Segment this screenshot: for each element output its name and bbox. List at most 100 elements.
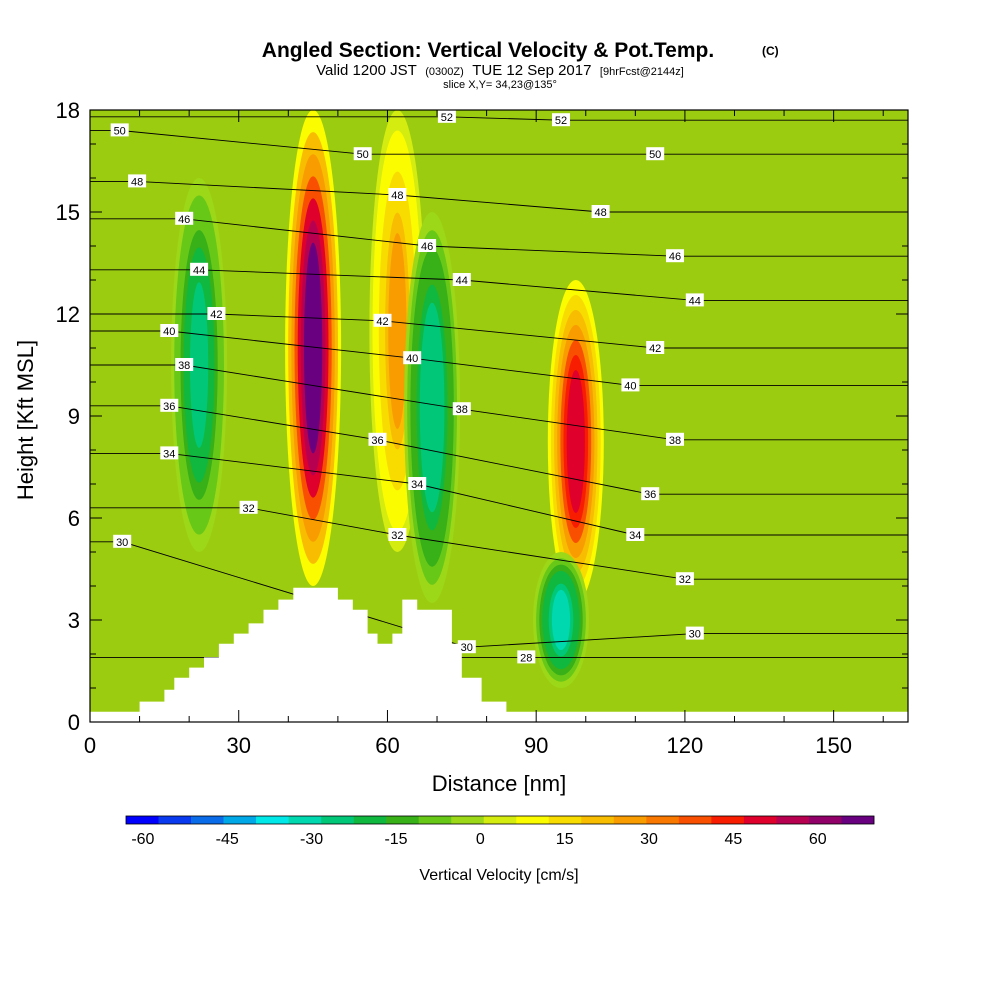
- contour-label: 50: [353, 147, 372, 161]
- svg-text:50: 50: [114, 125, 126, 137]
- contour-label: 30: [113, 534, 132, 549]
- contour-label: 34: [160, 446, 179, 460]
- contour-label: 42: [646, 341, 665, 355]
- colorbar-swatch: [126, 816, 159, 824]
- colorbar-swatch: [548, 816, 582, 824]
- y-tick-label: 12: [56, 302, 80, 327]
- contour-label: 42: [207, 307, 226, 321]
- y-axis-label: Height [Kft MSL]: [13, 340, 38, 500]
- contour-labels: 50 48 46 44 42 40 38 36 34 32 30 52 52 50 48 46 44 42 40 38…: [110, 110, 704, 664]
- x-tick-label: 90: [524, 733, 548, 758]
- contour-label: 38: [175, 358, 194, 372]
- y-tick-label: 18: [56, 98, 80, 123]
- chart-slice-info: slice X,Y= 34,23@135°: [443, 79, 557, 91]
- svg-text:48: 48: [131, 176, 143, 188]
- velocity-band: [190, 282, 209, 448]
- y-tick-label: 15: [56, 200, 80, 225]
- svg-text:30: 30: [116, 537, 128, 549]
- svg-text:36: 36: [163, 401, 175, 413]
- colorbar-swatch: [743, 816, 777, 824]
- contour-label: 40: [160, 324, 179, 338]
- contour-label: 52: [437, 110, 456, 124]
- svg-text:32: 32: [391, 530, 403, 542]
- x-tick-label: 60: [375, 733, 399, 758]
- svg-text:42: 42: [210, 309, 222, 321]
- subtitle-forecast: [9hrFcst@2144z]: [600, 66, 684, 78]
- updraft-0: [285, 110, 342, 586]
- contour-label: 32: [239, 500, 258, 515]
- svg-text:48: 48: [594, 207, 606, 219]
- svg-text:42: 42: [376, 316, 388, 328]
- contour-label: 36: [368, 432, 387, 447]
- contour-label: 32: [388, 528, 407, 542]
- svg-text:48: 48: [391, 190, 403, 202]
- contour-label: 52: [552, 113, 570, 127]
- downdraft-5: [533, 552, 589, 688]
- colorbar-swatch: [841, 816, 875, 824]
- contour-label: 48: [128, 174, 147, 188]
- contour-label: 34: [626, 528, 645, 542]
- x-tick-label: 120: [667, 733, 704, 758]
- colorbar-swatch: [678, 816, 712, 824]
- contour-label: 36: [641, 487, 660, 501]
- svg-text:50: 50: [649, 149, 661, 161]
- theta-contour: [90, 116, 908, 121]
- svg-text:40: 40: [406, 353, 418, 365]
- chart-title: Angled Section: Vertical Velocity & Pot.…: [262, 39, 714, 62]
- svg-text:50: 50: [357, 149, 369, 161]
- contour-label: 32: [675, 572, 694, 586]
- chart-title-units: (C): [762, 44, 779, 58]
- colorbar-swatch: [386, 816, 419, 824]
- svg-text:36: 36: [644, 489, 656, 501]
- colorbar-label: Vertical Velocity [cm/s]: [419, 867, 578, 884]
- svg-text:40: 40: [163, 326, 175, 338]
- velocity-band: [388, 233, 407, 429]
- velocity-band: [304, 242, 323, 454]
- contour-label: 38: [452, 402, 471, 416]
- contour-label: 44: [452, 273, 471, 287]
- svg-text:36: 36: [371, 435, 383, 447]
- colorbar-swatch: [581, 816, 615, 824]
- contour-label: 50: [646, 147, 665, 161]
- subtitle-date: TUE 12 Sep 2017: [472, 62, 591, 79]
- contour-label: 38: [666, 432, 684, 447]
- colorbar-tick-label: -60: [131, 831, 154, 848]
- colorbar-tick-label: 45: [725, 831, 743, 848]
- contour-label: 30: [457, 640, 476, 654]
- subtitle-valid: Valid 1200 JST: [316, 62, 417, 79]
- colorbar-tick-label: 60: [809, 831, 827, 848]
- contour-label: 44: [685, 293, 704, 307]
- colorbar-swatch: [711, 816, 745, 824]
- terrain: [90, 587, 908, 722]
- colorbar-swatch: [158, 816, 192, 824]
- x-axis-label: Distance [nm]: [432, 771, 567, 796]
- colorbar-tick-label: 15: [556, 831, 574, 848]
- y-tick-label: 9: [68, 404, 80, 429]
- svg-text:30: 30: [689, 629, 701, 641]
- colorbar: -60 -45 -30 -15 0 15 30 45 60: [125, 815, 875, 848]
- contour-label: 50: [110, 123, 129, 137]
- x-tick-label: 0: [84, 733, 96, 758]
- contour-label: 44: [190, 262, 209, 277]
- x-tick-label: 30: [226, 733, 250, 758]
- y-tick-label: 3: [68, 608, 80, 633]
- colorbar-swatch: [321, 816, 354, 824]
- svg-text:38: 38: [178, 360, 190, 372]
- colorbar-swatch: [808, 816, 842, 824]
- colorbar-swatch: [353, 816, 387, 824]
- y-tick-label: 6: [68, 506, 80, 531]
- colorbar-frame: [125, 815, 875, 825]
- svg-text:32: 32: [679, 574, 691, 586]
- updraft-2: [547, 280, 604, 603]
- contour-label: 46: [175, 211, 194, 226]
- colorbar-swatch: [451, 816, 485, 824]
- svg-text:34: 34: [411, 479, 423, 491]
- svg-text:46: 46: [178, 214, 190, 226]
- colorbar-tick-label: -15: [384, 831, 407, 848]
- velocity-band: [566, 370, 585, 513]
- svg-text:52: 52: [555, 115, 567, 127]
- colorbar-swatch: [418, 816, 452, 824]
- contour-label: 36: [160, 398, 179, 413]
